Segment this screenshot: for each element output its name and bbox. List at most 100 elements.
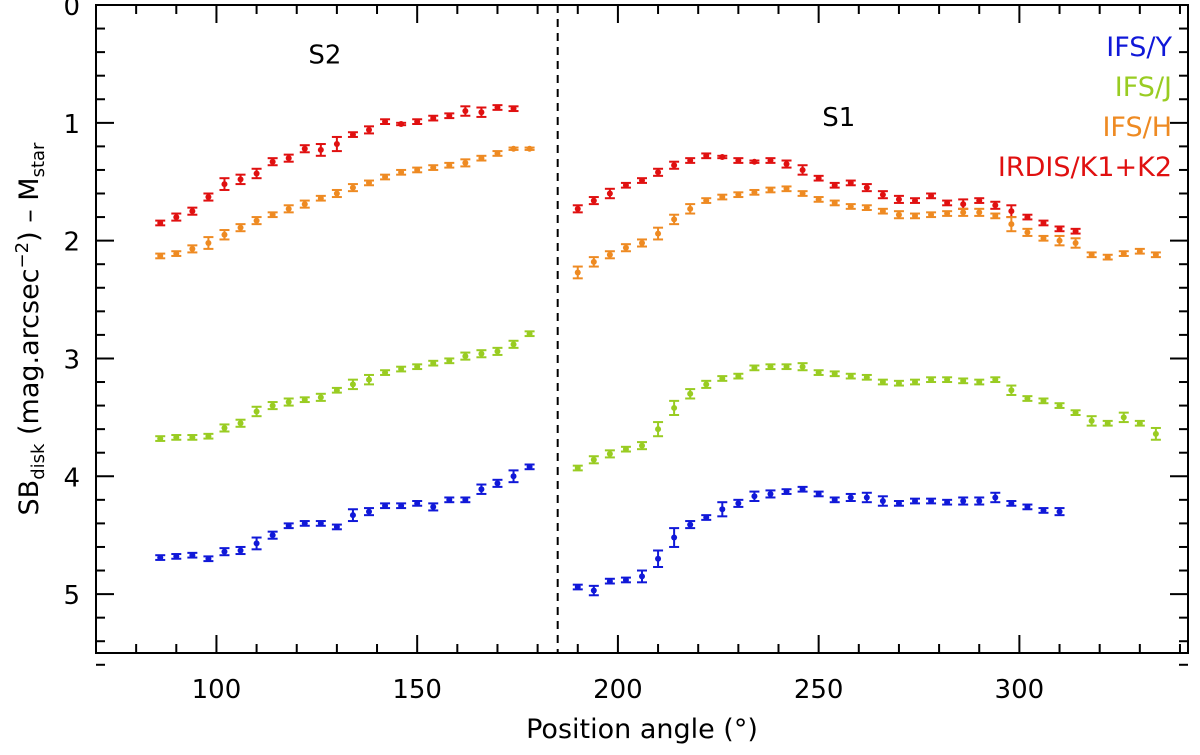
legend-label-ifs-h: IFS/H — [1102, 112, 1172, 143]
data-point — [283, 397, 294, 407]
data-point — [1022, 213, 1033, 221]
data-point — [669, 213, 680, 226]
marker — [879, 379, 886, 386]
data-point — [203, 192, 214, 202]
marker — [1152, 251, 1159, 258]
marker — [606, 450, 613, 457]
marker — [430, 503, 437, 510]
data-point — [717, 501, 728, 518]
marker — [253, 217, 260, 224]
data-point — [235, 223, 246, 233]
data-point — [861, 204, 872, 212]
marker — [703, 514, 710, 521]
data-point — [267, 530, 278, 540]
marker — [1088, 251, 1095, 258]
marker — [767, 157, 774, 164]
marker — [349, 131, 356, 138]
marker — [430, 360, 437, 367]
data-point — [733, 191, 744, 199]
marker — [976, 209, 983, 216]
marker — [912, 379, 918, 386]
marker — [237, 547, 244, 554]
y-axis-title: SBdisk (mag.arcsec−2) – Mstar — [12, 142, 49, 516]
marker — [863, 494, 870, 501]
marker — [655, 230, 662, 237]
marker — [333, 141, 340, 148]
marker — [1072, 228, 1079, 235]
data-point — [476, 349, 487, 359]
data-point — [235, 418, 246, 428]
marker — [173, 214, 180, 221]
data-point — [492, 346, 503, 356]
marker — [992, 202, 999, 209]
data-point — [460, 105, 471, 117]
data-point — [524, 145, 535, 152]
data-point — [444, 161, 455, 169]
marker — [1072, 409, 1079, 416]
data-point — [1038, 397, 1049, 405]
data-point — [781, 488, 792, 495]
data-point — [910, 197, 920, 204]
data-point — [1022, 395, 1033, 402]
data-point — [588, 256, 599, 268]
data-point — [251, 216, 262, 226]
marker — [478, 155, 485, 162]
marker — [237, 420, 244, 427]
data-point — [1070, 237, 1081, 249]
data-point — [604, 187, 615, 200]
data-point — [829, 181, 840, 189]
data-point — [380, 118, 391, 125]
data-point — [315, 194, 326, 202]
data-point — [1022, 503, 1033, 511]
data-point — [155, 435, 166, 442]
marker — [590, 258, 597, 265]
marker — [349, 512, 356, 519]
data-point — [299, 396, 310, 404]
marker — [895, 380, 902, 387]
marker — [221, 181, 228, 188]
marker — [574, 205, 581, 212]
marker — [863, 204, 870, 211]
marker — [269, 532, 276, 539]
marker — [1152, 430, 1159, 437]
data-point — [974, 496, 985, 506]
data-point — [685, 388, 696, 400]
marker — [574, 465, 581, 472]
marker — [494, 104, 501, 111]
data-point — [508, 339, 519, 349]
data-point — [187, 244, 198, 254]
data-point — [1006, 500, 1017, 507]
data-point — [524, 330, 535, 338]
marker — [928, 192, 935, 199]
marker — [189, 245, 196, 252]
data-point — [219, 423, 230, 433]
data-point — [653, 167, 664, 177]
axis-ticks — [95, 4, 1188, 666]
data-point — [1054, 225, 1065, 233]
x-tick-label: 300 — [995, 675, 1045, 705]
data-point — [877, 190, 888, 200]
data-point — [412, 500, 423, 507]
y-tick-label: 5 — [63, 581, 80, 611]
data-point — [1038, 234, 1049, 242]
data-point — [508, 105, 519, 113]
marker — [655, 555, 662, 562]
data-point — [219, 547, 230, 557]
marker — [1120, 250, 1127, 257]
data-point — [235, 545, 246, 556]
marker — [269, 402, 276, 409]
marker — [382, 369, 389, 376]
marker — [157, 435, 164, 442]
marker — [1008, 500, 1015, 507]
marker — [1056, 402, 1063, 409]
series-ifs-y — [155, 463, 1065, 597]
marker — [333, 190, 340, 197]
data-point — [412, 363, 423, 371]
data-point — [781, 363, 792, 371]
data-point — [685, 520, 696, 530]
data-point — [765, 186, 776, 194]
data-point — [1086, 415, 1097, 427]
series-ifs-h — [155, 145, 1161, 280]
marker — [1056, 237, 1063, 244]
marker — [703, 197, 710, 204]
